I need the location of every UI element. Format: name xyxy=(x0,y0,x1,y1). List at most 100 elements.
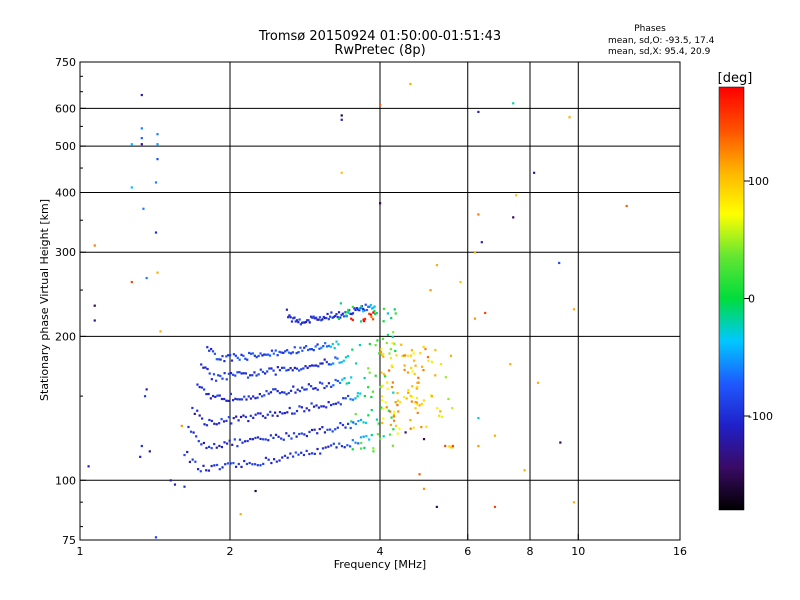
cluster-point xyxy=(399,401,402,404)
trace-point xyxy=(238,398,241,401)
scatter-point xyxy=(180,424,183,428)
cluster-point xyxy=(386,387,389,390)
cluster-point xyxy=(392,428,395,431)
colorbar-tick-label: -100 xyxy=(748,410,773,423)
scatter-point xyxy=(154,536,158,539)
trace-point xyxy=(305,407,308,410)
cluster-point xyxy=(382,435,385,438)
trace-point xyxy=(324,342,327,345)
cluster-point xyxy=(411,370,414,373)
trace-point xyxy=(236,445,239,448)
trace-point xyxy=(234,465,238,468)
trace-point xyxy=(321,426,324,429)
trace-point xyxy=(207,469,211,472)
cluster-point xyxy=(372,450,375,453)
trace-point xyxy=(232,353,236,356)
trace-point xyxy=(358,309,361,312)
trace-point xyxy=(252,395,255,398)
trace-point xyxy=(293,412,296,415)
trace-point xyxy=(245,398,248,401)
trace-point xyxy=(221,377,224,380)
trace-point xyxy=(285,308,288,311)
scatter-point xyxy=(473,251,477,254)
cluster-point xyxy=(362,318,365,321)
trace-point xyxy=(295,319,299,322)
trace-point xyxy=(272,458,276,461)
trace-point xyxy=(261,354,264,357)
x-tick-label: 2 xyxy=(227,545,234,558)
trace-point xyxy=(283,366,286,369)
cluster-point xyxy=(391,342,394,345)
trace-point xyxy=(335,446,338,449)
trace-point xyxy=(261,370,265,374)
cluster-point xyxy=(411,385,414,388)
cluster-point xyxy=(393,308,396,311)
trace-point xyxy=(282,351,285,354)
trace-point xyxy=(300,368,303,371)
trace-point xyxy=(321,447,325,450)
trace-point xyxy=(325,385,328,388)
trace-point xyxy=(202,464,205,467)
trace-point xyxy=(325,360,328,364)
trace-point xyxy=(278,350,281,354)
trace-point xyxy=(240,353,243,356)
trace-point xyxy=(327,344,331,348)
trace-point xyxy=(218,394,221,397)
trace-point xyxy=(218,422,221,425)
scatter-point xyxy=(156,133,159,136)
trace-point xyxy=(292,432,296,435)
trace-point xyxy=(340,445,344,448)
trace-point xyxy=(274,433,278,436)
cluster-point xyxy=(363,446,366,449)
trace-point xyxy=(236,398,239,401)
trace-point xyxy=(272,352,275,355)
cluster-point xyxy=(381,421,384,425)
cluster-point xyxy=(358,307,361,310)
trace-point xyxy=(317,406,321,409)
trace-point xyxy=(313,452,316,455)
trace-point xyxy=(247,419,250,423)
trace-point xyxy=(329,363,333,366)
trace-point xyxy=(322,315,325,319)
trace-point xyxy=(232,416,235,420)
cluster-point xyxy=(384,401,387,404)
trace-point xyxy=(306,348,310,352)
cluster-point xyxy=(394,401,397,404)
cluster-point xyxy=(411,396,414,399)
trace-point xyxy=(208,349,211,352)
trace-point xyxy=(309,315,313,318)
trace-point xyxy=(220,418,223,421)
scatter-point xyxy=(418,473,421,476)
trace-point xyxy=(267,353,270,356)
trace-point xyxy=(312,405,316,408)
trace-point xyxy=(191,458,194,461)
cluster-point xyxy=(390,416,393,419)
trace-point xyxy=(314,345,317,348)
trace-point xyxy=(298,390,302,393)
trace-point xyxy=(316,432,319,435)
scatter-point xyxy=(173,483,177,486)
cluster-point xyxy=(438,414,441,417)
cluster-point xyxy=(396,392,399,395)
cluster-point xyxy=(391,444,395,447)
scatter-point xyxy=(93,304,96,307)
trace-point xyxy=(352,421,355,424)
cluster-point xyxy=(389,348,392,351)
trace-point xyxy=(199,470,202,473)
trace-point xyxy=(337,401,340,404)
cluster-point xyxy=(425,425,428,428)
cluster-point xyxy=(384,375,387,378)
trace-point xyxy=(215,463,219,467)
trace-point xyxy=(311,316,314,319)
trace-point xyxy=(291,455,295,458)
trace-point xyxy=(269,410,272,413)
trace-point xyxy=(349,398,352,401)
cluster-point xyxy=(426,356,430,359)
trace-point xyxy=(357,419,360,423)
trace-point xyxy=(332,442,335,445)
trace-point xyxy=(331,430,334,433)
trace-point xyxy=(287,368,290,372)
trace-point xyxy=(362,307,365,310)
scatter-point xyxy=(493,505,497,509)
trace-point xyxy=(321,318,324,321)
